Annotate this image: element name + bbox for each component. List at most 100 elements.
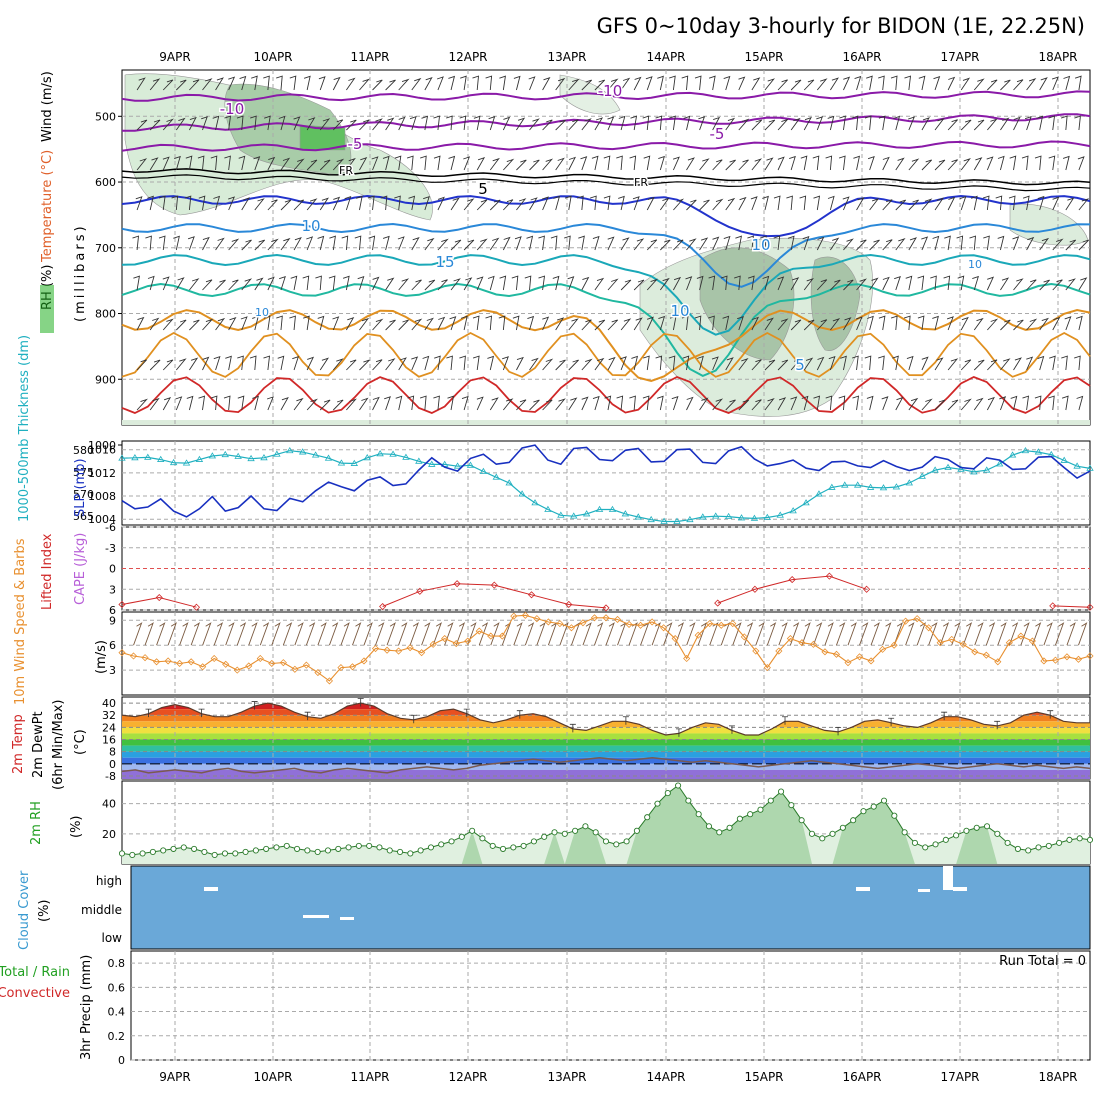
wind-barb xyxy=(657,75,664,91)
wind10-line-point xyxy=(1051,656,1059,664)
wind-barb xyxy=(895,396,904,411)
wind-barb xyxy=(513,75,521,91)
temp-tick-label: 16 xyxy=(102,734,116,747)
thickness-line-point xyxy=(621,510,630,517)
wind-barb xyxy=(189,79,200,91)
wind-barb xyxy=(555,317,565,331)
wind-barb xyxy=(213,195,221,211)
wind-barb xyxy=(202,279,213,291)
wind-barb xyxy=(328,275,336,291)
wind-barb xyxy=(908,397,919,411)
rh2m-line-point xyxy=(911,839,918,846)
wind-barb xyxy=(1074,355,1081,371)
wind-barb xyxy=(856,197,865,211)
wind-barb xyxy=(882,156,890,171)
wind-barb xyxy=(512,315,520,331)
wind-barb xyxy=(162,318,174,331)
wind10-line-point xyxy=(141,654,149,662)
wind-barb xyxy=(943,275,951,291)
rh2m-line-point xyxy=(613,841,620,848)
wind-barb xyxy=(816,78,828,91)
temp2m-unit: (°C) xyxy=(73,729,88,755)
wind-barb xyxy=(1074,115,1081,131)
wind-barb xyxy=(1052,196,1060,211)
temp-band xyxy=(122,727,1090,734)
wind-barb xyxy=(764,398,775,411)
wind10-line-point xyxy=(429,640,437,648)
wind-barb xyxy=(1036,115,1044,131)
wind-barb xyxy=(306,198,318,211)
wind-barb xyxy=(489,237,500,251)
wind-barb xyxy=(813,395,821,411)
wind-barb xyxy=(568,119,579,131)
wind-barb xyxy=(722,315,730,331)
wind-barb xyxy=(762,195,769,211)
thickness-line-point xyxy=(157,455,165,462)
contour-label: 10 xyxy=(670,302,689,320)
wind10-line-point xyxy=(717,621,725,629)
wind-barb xyxy=(960,119,972,131)
rh2m-line-point xyxy=(232,850,239,857)
wind-barb xyxy=(725,197,736,211)
wind-barb xyxy=(790,396,798,411)
wind-barb xyxy=(908,158,920,171)
temp-minmax-marker xyxy=(675,728,682,737)
wind-barb xyxy=(158,235,166,251)
temp-minmax-marker xyxy=(622,716,629,725)
wind10-barb xyxy=(167,622,177,646)
wind-barb xyxy=(289,75,297,91)
thickness-line-point xyxy=(428,460,436,467)
wind-barb xyxy=(893,115,901,131)
rh2m-line-point xyxy=(664,790,671,797)
cloud-gap xyxy=(856,887,870,891)
wind-barb xyxy=(303,75,311,91)
wind-barb xyxy=(686,199,697,211)
thickness-line-point xyxy=(402,453,410,460)
wind-barb xyxy=(934,357,944,371)
wind-barb xyxy=(921,356,929,371)
wind10-line-point xyxy=(671,634,679,643)
wind-barb xyxy=(372,318,384,331)
wind-barb xyxy=(253,156,261,171)
wind-barb xyxy=(380,195,388,211)
wind-barb xyxy=(568,318,579,331)
wind-barb xyxy=(568,359,579,371)
wind10-barb xyxy=(720,622,731,646)
wind-barb xyxy=(1048,115,1056,131)
wind-barb xyxy=(738,196,747,211)
temp-minmax-marker xyxy=(198,708,205,718)
wind-barb xyxy=(986,396,995,411)
wind10-barb xyxy=(305,622,316,646)
wind-barb xyxy=(254,198,265,211)
wind-barb xyxy=(607,356,616,371)
wind10-line-point xyxy=(971,648,979,656)
slp-tick-label: 1004 xyxy=(88,513,116,526)
rh2m-line-point xyxy=(273,844,280,851)
wind-barb xyxy=(224,115,232,131)
wind-barb xyxy=(646,278,659,291)
wind-barb xyxy=(578,235,585,251)
pressure-tick-label: 600 xyxy=(95,176,116,189)
rh2m-line-point xyxy=(901,829,908,836)
wind-barb xyxy=(619,356,627,371)
wind10-barb xyxy=(743,622,754,646)
wind-barb xyxy=(932,235,940,251)
wind-barb xyxy=(398,116,406,131)
wind-barb xyxy=(620,237,630,251)
wind-barb xyxy=(1051,76,1059,91)
wind-barb xyxy=(499,75,506,91)
wind-barb xyxy=(594,117,604,131)
thickness-line xyxy=(121,450,1091,523)
wind-barb xyxy=(828,355,836,371)
thickness-line-point xyxy=(931,466,939,473)
wind-barb xyxy=(982,195,990,211)
temperature-contours xyxy=(121,90,1091,414)
wind-barb xyxy=(581,319,592,331)
wind-barb xyxy=(411,356,419,371)
wind-barb xyxy=(658,315,666,331)
wind-barb xyxy=(149,119,161,131)
temperature-contour xyxy=(121,168,1091,186)
temperature-contour xyxy=(121,140,1091,152)
